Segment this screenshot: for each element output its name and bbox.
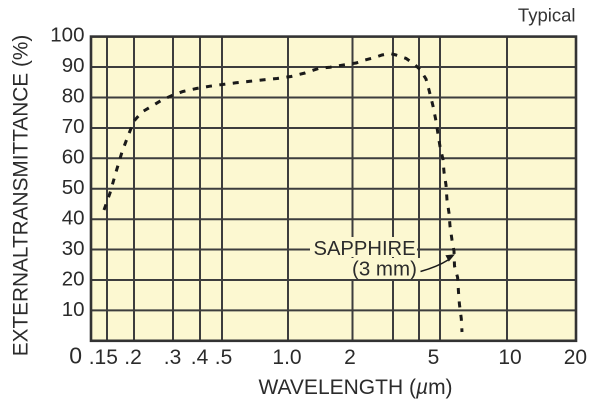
svg-text:20: 20 — [564, 346, 587, 369]
svg-text:.2: .2 — [124, 346, 142, 369]
svg-text:1.0: 1.0 — [272, 346, 301, 369]
svg-text:2: 2 — [344, 346, 356, 369]
svg-text:SAPPHIRE: SAPPHIRE — [314, 238, 416, 260]
svg-text:40: 40 — [62, 207, 85, 230]
svg-text:.5: .5 — [215, 346, 233, 369]
svg-text:20: 20 — [62, 268, 85, 291]
svg-text:60: 60 — [62, 146, 85, 169]
svg-text:90: 90 — [62, 54, 85, 77]
svg-text:30: 30 — [62, 237, 85, 260]
svg-text:100: 100 — [50, 24, 84, 47]
svg-text:WAVELENGTH (µm): WAVELENGTH (µm) — [258, 376, 452, 399]
svg-text:0: 0 — [69, 343, 82, 369]
svg-text:5: 5 — [428, 346, 440, 369]
svg-text:Typical: Typical — [518, 5, 576, 26]
svg-text:10: 10 — [498, 346, 521, 369]
svg-text:.4: .4 — [191, 346, 209, 369]
svg-text:.3: .3 — [164, 346, 182, 369]
svg-text:EXTERNALTRANSMITTANCE (%): EXTERNALTRANSMITTANCE (%) — [10, 35, 33, 357]
svg-text:(3 mm): (3 mm) — [352, 258, 417, 281]
svg-text:.15: .15 — [89, 346, 118, 369]
svg-text:50: 50 — [62, 176, 85, 199]
svg-text:80: 80 — [62, 85, 85, 108]
svg-text:10: 10 — [62, 298, 85, 321]
svg-text:70: 70 — [62, 115, 85, 138]
